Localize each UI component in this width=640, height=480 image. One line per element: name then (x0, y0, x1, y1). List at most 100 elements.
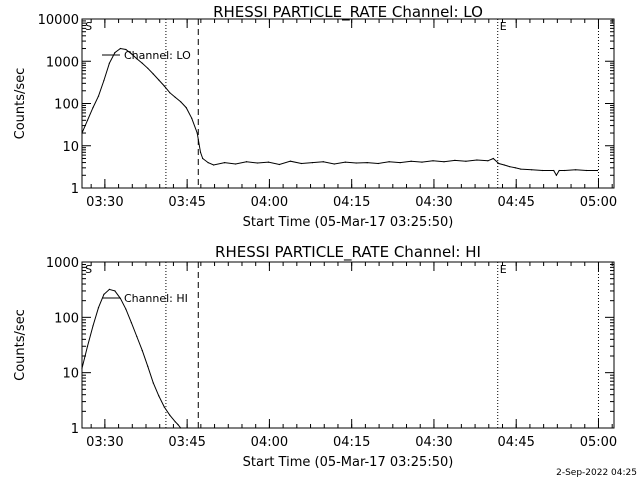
x-tick-label: 03:30 (86, 435, 123, 450)
data-point (564, 169, 566, 172)
data-point (114, 290, 116, 292)
x-tick-label: 04:00 (251, 195, 288, 210)
data-point (185, 107, 187, 109)
data-point (147, 67, 149, 69)
data-point (555, 174, 558, 176)
data-point (333, 163, 335, 165)
data-point (213, 164, 215, 166)
data-point (152, 382, 154, 384)
y-tick-label: 1000 (46, 256, 79, 271)
data-point (108, 288, 110, 290)
data-point (586, 169, 588, 172)
data-point (158, 79, 160, 81)
data-point (119, 47, 121, 50)
data-point (300, 162, 302, 165)
data-point (256, 162, 259, 164)
x-tick-label: 04:30 (415, 195, 452, 210)
x-tick-label: 04:45 (497, 435, 534, 450)
data-point (498, 162, 500, 165)
event-marker-s: S (85, 263, 92, 276)
data-point (163, 406, 165, 408)
data-point (410, 160, 412, 162)
data-point (355, 162, 357, 164)
legend-label: Channel: LO (124, 49, 191, 62)
data-point (245, 161, 248, 163)
x-tick-label: 04:45 (497, 195, 534, 210)
y-tick-label: 10000 (38, 13, 79, 28)
data-point (92, 325, 94, 327)
data-point (169, 414, 171, 416)
data-point (174, 96, 176, 98)
data-point (125, 48, 127, 51)
y-tick-label: 1000 (46, 55, 79, 70)
x-axis-label: Start Time (05-Mar-17 03:25:50) (243, 455, 454, 470)
data-point (180, 101, 182, 103)
legend-label: Channel: HI (124, 292, 188, 305)
data-point (322, 161, 324, 163)
y-tick-label: 100 (54, 98, 79, 113)
data-point (86, 119, 89, 121)
data-point (454, 159, 456, 161)
data-point (224, 162, 226, 164)
data-point (180, 427, 182, 429)
data-point (108, 62, 110, 64)
event-marker-e: E (500, 263, 507, 276)
data-point (97, 95, 100, 97)
data-point (202, 157, 204, 160)
data-point (191, 117, 193, 119)
event-marker-e: E (500, 20, 507, 33)
x-tick-label: 04:15 (333, 435, 370, 450)
data-point (596, 169, 599, 172)
data-point (147, 365, 149, 367)
chart-title: RHESSI PARTICLE_RATE Channel: HI (215, 243, 481, 262)
data-point (531, 169, 533, 171)
data-point (267, 161, 270, 163)
hi-channel-panel: RHESSI PARTICLE_RATE Channel: HI Counts/s… (13, 243, 617, 470)
data-point (199, 151, 202, 153)
y-tick-label: 100 (54, 311, 79, 326)
data-point (421, 161, 423, 163)
data-point (163, 85, 165, 87)
data-point (119, 297, 121, 299)
data-point (366, 162, 368, 164)
data-point (311, 162, 313, 164)
data-point (278, 163, 280, 166)
series-line-hi (82, 288, 182, 428)
x-tick-label: 05:00 (580, 195, 617, 210)
data-point (130, 53, 132, 55)
data-point (196, 132, 198, 134)
lo-channel-panel: RHESSI PARTICLE_RATE Channel: LO Counts/s… (13, 3, 617, 230)
plot-frame (81, 261, 615, 429)
data-point (177, 424, 179, 426)
x-tick-label: 04:00 (251, 435, 288, 450)
data-point (289, 160, 291, 162)
x-tick-label: 03:45 (168, 195, 205, 210)
y-axis-label: Counts/sec (13, 309, 28, 381)
data-point (558, 169, 560, 172)
data-point (136, 58, 138, 60)
data-point (86, 345, 89, 347)
data-point (130, 322, 132, 324)
y-tick-label: 10 (62, 367, 79, 382)
data-point (487, 160, 489, 162)
y-tick-label: 1 (71, 422, 79, 437)
data-point (207, 162, 209, 164)
data-point (97, 307, 100, 309)
data-point (377, 162, 379, 165)
data-point (152, 73, 154, 75)
data-point (174, 421, 176, 423)
x-axis-label: Start Time (05-Mar-17 03:25:50) (243, 215, 454, 230)
data-point (492, 157, 494, 160)
data-point (141, 62, 143, 64)
data-point (125, 308, 127, 310)
data-point (553, 169, 555, 172)
x-tick-label: 04:15 (333, 195, 370, 210)
data-point (399, 162, 401, 164)
data-point (103, 293, 105, 295)
data-point (235, 163, 237, 165)
data-point (158, 395, 160, 397)
data-point (443, 161, 445, 163)
series-line-lo (82, 47, 598, 177)
y-axis-label: Counts/sec (13, 68, 28, 140)
